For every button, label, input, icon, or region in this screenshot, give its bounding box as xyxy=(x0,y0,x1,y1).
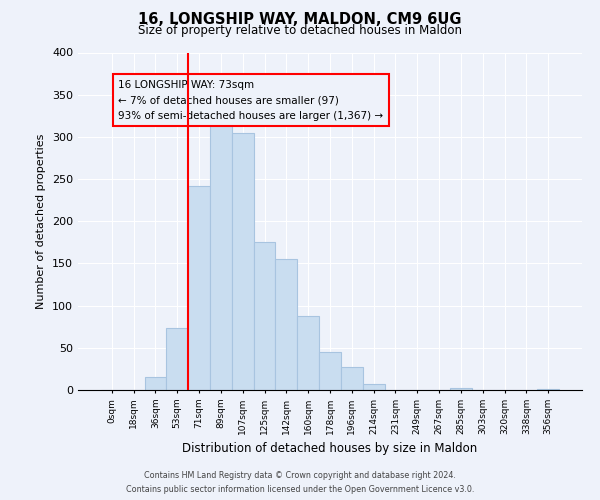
Bar xyxy=(275,259,297,390)
Bar xyxy=(166,328,188,390)
Bar xyxy=(319,352,341,390)
Bar xyxy=(232,132,254,390)
Bar xyxy=(363,384,385,390)
Bar xyxy=(145,378,166,390)
Y-axis label: Number of detached properties: Number of detached properties xyxy=(37,134,46,309)
X-axis label: Distribution of detached houses by size in Maldon: Distribution of detached houses by size … xyxy=(182,442,478,456)
Text: 16, LONGSHIP WAY, MALDON, CM9 6UG: 16, LONGSHIP WAY, MALDON, CM9 6UG xyxy=(138,12,462,28)
Text: 16 LONGSHIP WAY: 73sqm
← 7% of detached houses are smaller (97)
93% of semi-deta: 16 LONGSHIP WAY: 73sqm ← 7% of detached … xyxy=(118,80,383,120)
Text: Contains HM Land Registry data © Crown copyright and database right 2024.
Contai: Contains HM Land Registry data © Crown c… xyxy=(126,472,474,494)
Bar xyxy=(450,388,472,390)
Text: Size of property relative to detached houses in Maldon: Size of property relative to detached ho… xyxy=(138,24,462,37)
Bar xyxy=(254,242,275,390)
Bar xyxy=(188,186,210,390)
Bar xyxy=(341,367,363,390)
Bar xyxy=(537,389,559,390)
Bar xyxy=(210,108,232,390)
Bar xyxy=(297,316,319,390)
